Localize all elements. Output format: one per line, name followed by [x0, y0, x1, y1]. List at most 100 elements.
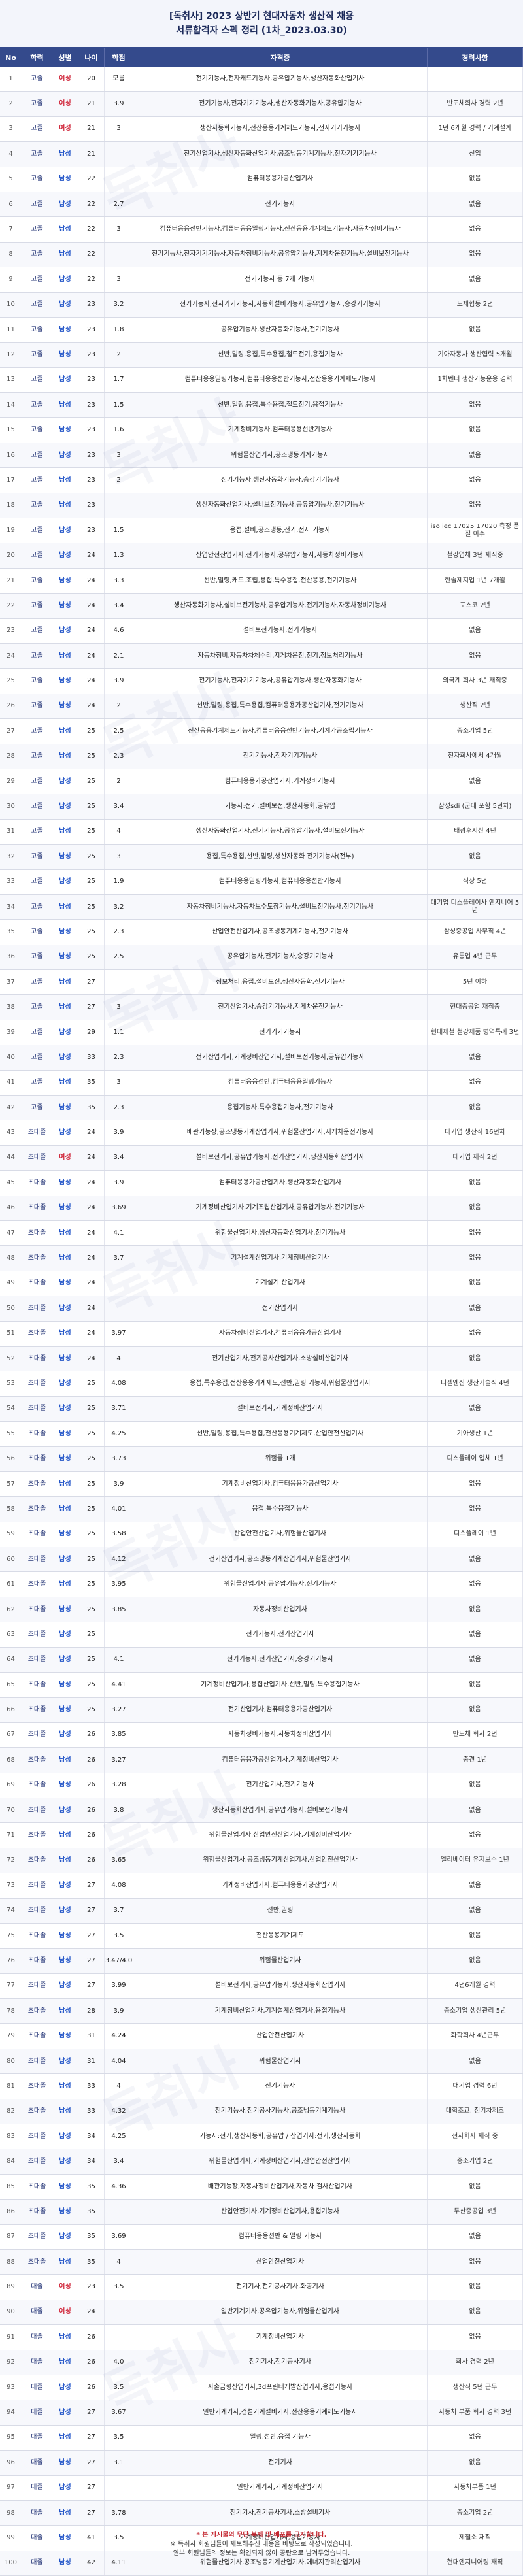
row-edu: 초대졸 [22, 1522, 52, 1547]
row-gpa: 3.97 [105, 1321, 133, 1346]
row-gpa: 3.4 [105, 2149, 133, 2174]
table-row: 96 대졸 남성 27 3.1 전기기사 없음 [0, 2451, 523, 2476]
row-sex: 남성 [52, 2074, 78, 2099]
row-sex: 남성 [52, 518, 78, 543]
row-no: 12 [0, 343, 22, 367]
row-age: 25 [78, 1471, 105, 1497]
row-age: 25 [78, 1673, 105, 1698]
row-cert: 전기기능사,전자캐드기능사,공유압기능사,생산자동화산업기사 [133, 67, 428, 92]
row-age: 24 [78, 1246, 105, 1271]
row-gpa [105, 2200, 133, 2224]
row-edu: 고졸 [22, 618, 52, 643]
row-exp: 현대제철 철강제품 병역특례 3년 [428, 1020, 523, 1045]
row-exp: 없음 [428, 1547, 523, 1572]
row-gpa: 2.3 [105, 744, 133, 769]
row-exp: 없음 [428, 1773, 523, 1798]
row-gpa: 4.04 [105, 2049, 133, 2074]
row-gpa: 3 [105, 116, 133, 142]
row-sex: 남성 [52, 1748, 78, 1773]
table-row: 25 고졸 남성 24 3.9 전기기능사,전자기기기능사,공유압기능사,생산자동화기능사… [0, 669, 523, 694]
row-age: 25 [78, 1447, 105, 1471]
row-edu: 초대졸 [22, 2224, 52, 2249]
table-row: 8 고졸 남성 22 전기기능사,전자기기기능사,자동차정비기능사,공유압기능사,지게차… [0, 242, 523, 268]
row-age: 23 [78, 468, 105, 493]
row-no: 1 [0, 67, 22, 92]
row-no: 41 [0, 1070, 22, 1096]
row-cert: 컴퓨터응용가공산업기사 [133, 167, 428, 192]
table-row: 89 대졸 여성 23 3.5 전기기사,전기공사기사,화공기사 없음 [0, 2275, 523, 2300]
row-edu: 고졸 [22, 694, 52, 719]
row-cert: 설비보전기능사,전기기능사 [133, 618, 428, 643]
row-gpa [105, 2475, 133, 2500]
row-no: 90 [0, 2300, 22, 2325]
table-row: 79 초대졸 남성 31 4.24 산업안전산업기사 화학회사 4년근무 [0, 2024, 523, 2049]
row-no: 52 [0, 1346, 22, 1371]
row-age: 25 [78, 1371, 105, 1396]
row-cert: 전기기사,전기공사기사,화공기사 [133, 2275, 428, 2300]
row-age: 33 [78, 1045, 105, 1070]
row-exp: 없음 [428, 267, 523, 292]
row-age: 22 [78, 242, 105, 267]
row-sex: 남성 [52, 2325, 78, 2350]
row-edu: 고졸 [22, 1096, 52, 1120]
row-gpa: 3.47/4.0 [105, 1949, 133, 1973]
row-no: 10 [0, 292, 22, 317]
row-age: 22 [78, 167, 105, 192]
row-age: 25 [78, 1396, 105, 1422]
row-gpa: 2.5 [105, 945, 133, 970]
row-age: 27 [78, 995, 105, 1020]
row-exp: iso iec 17025 17020 측정 품질 이수 [428, 518, 523, 543]
table-row: 86 초대졸 남성 35 산업안전기사,기계정비산업기사,용접기능사 두산중공업 3년 [0, 2200, 523, 2225]
row-cert: 설비보전기사,공유압기능사,생산자동화산업기사 [133, 1973, 428, 1999]
row-edu: 초대졸 [22, 1823, 52, 1848]
table-row: 42 고졸 남성 35 2.3 용접기능사,특수용접기능사,전기기능사 없음 [0, 1096, 523, 1121]
table-row: 29 고졸 남성 25 2 컴퓨터응용가공산업기사,기계정비기능사 없음 [0, 769, 523, 795]
row-cert: 생산자동화기능사,설비보전기능사,공유압기능사,전기기능사,자동차정비기능사 [133, 594, 428, 618]
row-age: 23 [78, 518, 105, 543]
row-sex: 남성 [52, 217, 78, 242]
row-sex: 남성 [52, 1848, 78, 1873]
row-edu: 고졸 [22, 744, 52, 769]
row-sex: 남성 [52, 142, 78, 167]
row-cert: 전기산업기사,승강기기능사,지게차운전기능사 [133, 995, 428, 1020]
row-no: 18 [0, 493, 22, 518]
row-no: 92 [0, 2350, 22, 2375]
table-row: 71 초대졸 남성 26 위험물산업기사,산업안전산업기사,기계정비산업기사 없음 [0, 1823, 523, 1848]
row-cert: 선반,밀링 [133, 1898, 428, 1923]
row-cert: 기계정비산업기사,컴퓨터응용가공산업기사 [133, 1873, 428, 1898]
row-cert: 용접기능사,특수용접기능사,전기기능사 [133, 1096, 428, 1120]
row-sex: 남성 [52, 1923, 78, 1949]
row-cert: 전기기능사,전자기기기능사,자동차정비기능사,공유압기능사,지게차운전기능사,설… [133, 242, 428, 267]
row-edu: 초대졸 [22, 1145, 52, 1171]
table-row: 50 초대졸 남성 24 전기산업기사 없음 [0, 1296, 523, 1322]
row-no: 48 [0, 1246, 22, 1271]
col-header-age: 나이 [78, 48, 105, 67]
table-row: 81 초대졸 남성 33 4 전기기능사 대기업 경력 6년 [0, 2074, 523, 2099]
row-gpa: 2.3 [105, 1045, 133, 1070]
row-age: 24 [78, 568, 105, 594]
row-age: 35 [78, 2249, 105, 2275]
table-row: 85 초대졸 남성 35 4.36 배관기능장,자동차정비산업기사,자동차 검사산업기사 없… [0, 2174, 523, 2200]
row-gpa: 3.78 [105, 2500, 133, 2526]
row-gpa: 4.01 [105, 1497, 133, 1522]
row-no: 99 [0, 2526, 22, 2551]
row-edu: 초대졸 [22, 2174, 52, 2200]
row-no: 50 [0, 1296, 22, 1321]
row-cert: 밀링,선반,용접 기능사 [133, 2425, 428, 2451]
row-age: 24 [78, 669, 105, 694]
row-edu: 고졸 [22, 669, 52, 694]
col-header-sex: 성별 [52, 48, 78, 67]
table-row: 77 초대졸 남성 27 3.99 설비보전기사,공유압기능사,생산자동화산업기사 4년6개… [0, 1973, 523, 1999]
row-cert: 기능사:전기,생산자동화,공유압 / 산업기사:전기,생산자동화 [133, 2124, 428, 2149]
row-no: 61 [0, 1572, 22, 1597]
row-cert: 사출금형산업기사,3d프린터개발산업기사,용접기능사 [133, 2375, 428, 2400]
row-cert: 공유압기능사,생산자동화기능사,전기기능사 [133, 317, 428, 343]
row-gpa: 3.95 [105, 1572, 133, 1597]
row-edu: 대졸 [22, 2526, 52, 2551]
row-no: 33 [0, 869, 22, 894]
row-exp: 중소기업 5년 [428, 719, 523, 744]
row-edu: 고졸 [22, 1045, 52, 1070]
row-gpa: 2.3 [105, 1096, 133, 1120]
row-age: 26 [78, 1748, 105, 1773]
row-age: 25 [78, 845, 105, 869]
